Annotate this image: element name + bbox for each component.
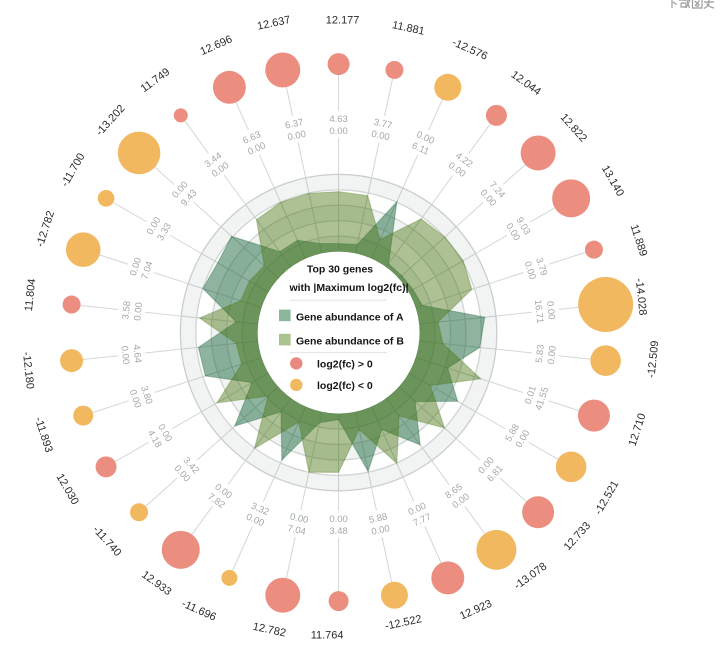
svg-text:3.77: 3.77	[373, 117, 393, 132]
svg-text:0.00: 0.00	[370, 129, 390, 144]
svg-text:7.04: 7.04	[286, 523, 306, 538]
svg-text:12.177: 12.177	[326, 15, 360, 27]
svg-text:Top 30 genes: Top 30 genes	[307, 264, 373, 276]
svg-text:0.00: 0.00	[127, 388, 143, 409]
svg-text:0.00: 0.00	[546, 345, 559, 365]
svg-text:-12.180: -12.180	[20, 351, 36, 389]
svg-text:16.71: 16.71	[532, 299, 545, 324]
svg-text:0.00: 0.00	[132, 302, 145, 322]
svg-text:0.00: 0.00	[522, 260, 538, 281]
svg-text:0.00: 0.00	[118, 345, 131, 365]
svg-text:0.00: 0.00	[128, 256, 144, 277]
svg-text:0.00: 0.00	[329, 126, 348, 137]
svg-text:3.79: 3.79	[533, 256, 549, 277]
svg-text:3.80: 3.80	[138, 385, 154, 406]
svg-text:0.00: 0.00	[329, 514, 348, 525]
svg-text:6.37: 6.37	[284, 117, 304, 132]
svg-text:3.48: 3.48	[329, 526, 348, 537]
svg-text:Gene abundance of A: Gene abundance of A	[296, 311, 404, 323]
svg-text:11.764: 11.764	[311, 630, 344, 642]
svg-text:log2(fc) > 0: log2(fc) > 0	[317, 358, 373, 370]
svg-text:0.00: 0.00	[544, 301, 557, 321]
svg-text:4.63: 4.63	[329, 114, 348, 125]
svg-text:0.01: 0.01	[523, 385, 539, 406]
svg-text:4.64: 4.64	[130, 344, 143, 364]
svg-text:0.00: 0.00	[370, 523, 390, 538]
svg-text:log2(fc) < 0: log2(fc) < 0	[317, 380, 373, 392]
svg-text:11.804: 11.804	[23, 278, 38, 312]
svg-text:7.04: 7.04	[139, 260, 155, 281]
svg-text:0.00: 0.00	[289, 511, 309, 526]
svg-text:3.58: 3.58	[120, 301, 133, 321]
svg-text:0.00: 0.00	[287, 129, 307, 144]
svg-text:-12.509: -12.509	[646, 340, 662, 378]
svg-text:5.83: 5.83	[534, 344, 547, 364]
svg-text:with |Maximum log2(fc)|: with |Maximum log2(fc)|	[288, 282, 408, 294]
svg-text:Gene abundance of B: Gene abundance of B	[296, 336, 404, 348]
svg-text:-14.028: -14.028	[633, 278, 649, 316]
svg-text:5.88: 5.88	[368, 511, 388, 526]
